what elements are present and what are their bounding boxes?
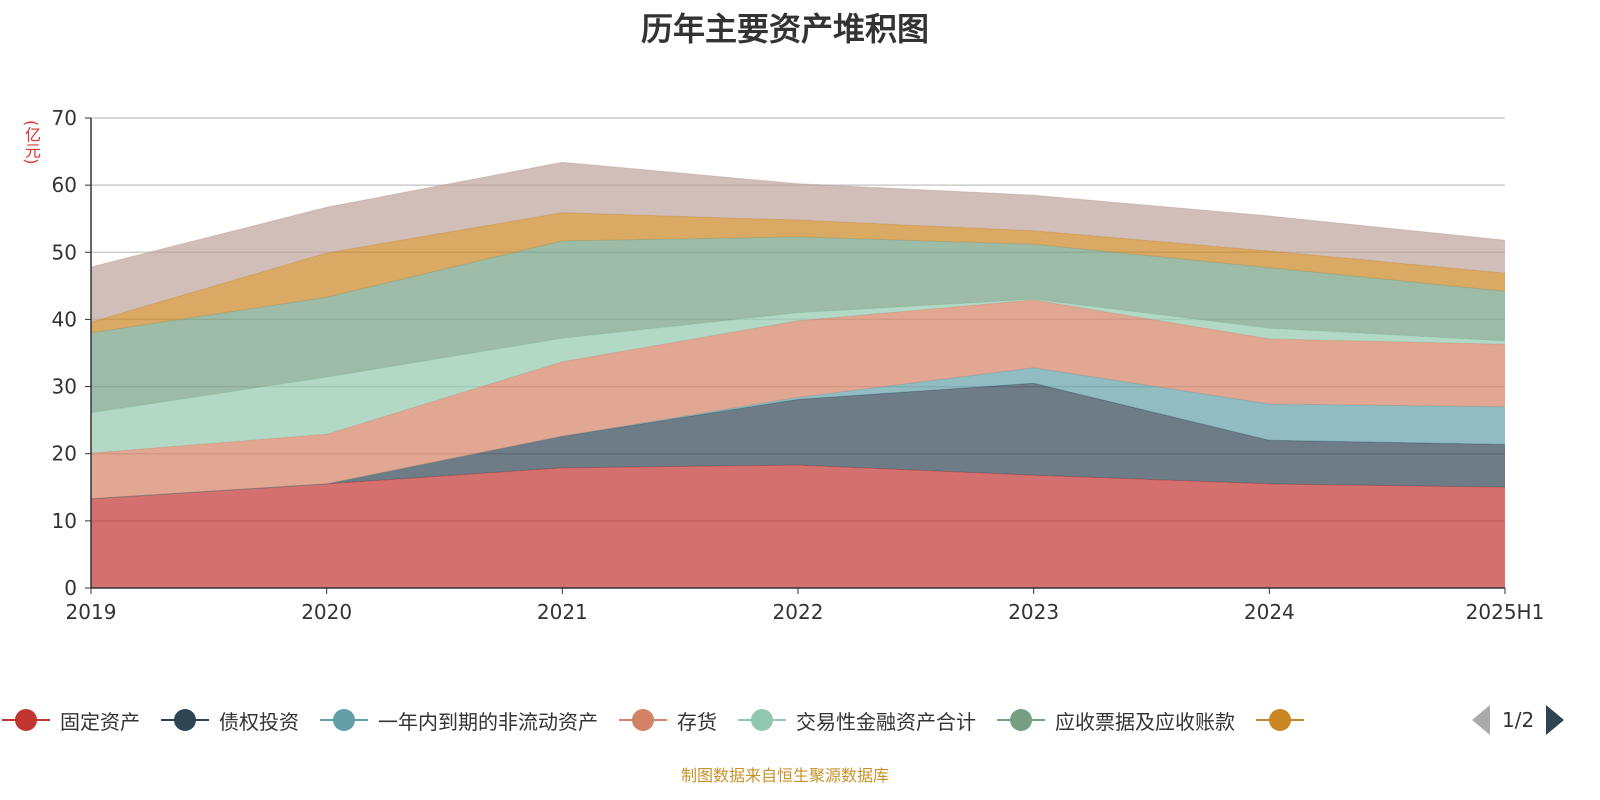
area-series-2 [91, 367, 1505, 499]
x-tick-label: 2019 [66, 600, 117, 624]
legend: 固定资产 债权投资 一年内到期的非流动资产 存货 交易性金融资产合计 应收票据及应收账款 [2, 705, 1335, 735]
legend-page-indicator: 1/2 [1502, 708, 1535, 732]
legend-label: 交易性金融资产合计 [796, 709, 976, 734]
legend-next-arrow-icon[interactable] [1546, 705, 1565, 735]
legend-item[interactable]: 固定资产 [2, 706, 140, 735]
legend-marker-icon [2, 708, 50, 732]
legend-item[interactable] [1256, 708, 1314, 732]
area-series-0 [91, 465, 1505, 588]
x-tick-label: 2023 [1008, 600, 1059, 624]
legend-marker-icon [320, 708, 368, 732]
legend-marker-icon [161, 708, 209, 732]
area-series-5 [91, 236, 1505, 413]
y-tick-label: 0 [64, 576, 77, 600]
area-line-7 [90, 161, 1506, 268]
y-tick-label: 50 [52, 240, 77, 264]
legend-label: 债权投资 [219, 709, 299, 734]
x-tick-label: 2024 [1244, 600, 1295, 624]
data-source-note: 制图数据来自恒生聚源数据库 [680, 766, 889, 785]
y-tick-label: 60 [52, 173, 77, 197]
legend-marker-icon [1256, 708, 1304, 732]
legend-label: 应收票据及应收账款 [1055, 709, 1235, 734]
area-series-3 [91, 299, 1505, 499]
y-tick-label: 30 [52, 375, 77, 399]
area-series-6 [91, 212, 1505, 333]
chart-title: 历年主要资产堆积图 [640, 10, 929, 48]
legend-marker-icon [997, 708, 1045, 732]
x-tick-label: 2025H1 [1466, 600, 1545, 624]
legend-prev-arrow-icon[interactable] [1472, 705, 1490, 735]
stacked-area-chart: 0 10 20 30 40 50 60 70 2019 2020 2021 2022 2023 2024 2… [52, 106, 1545, 624]
legend-label: 一年内到期的非流动资产 [378, 709, 598, 734]
legend-marker-icon [619, 708, 667, 732]
y-axis-unit: (亿元) [22, 120, 41, 165]
legend-item[interactable]: 一年内到期的非流动资产 [320, 706, 598, 735]
x-tick-label: 2022 [773, 600, 824, 624]
area-series-4 [91, 299, 1505, 454]
y-tick-label: 20 [52, 442, 77, 466]
legend-item[interactable]: 应收票据及应收账款 [997, 706, 1235, 735]
x-tick-label: 2021 [537, 600, 588, 624]
legend-item[interactable]: 存货 [619, 706, 717, 735]
legend-item[interactable]: 交易性金融资产合计 [738, 706, 976, 735]
area-series-7 [91, 162, 1505, 323]
legend-marker-icon [738, 708, 786, 732]
y-tick-label: 10 [52, 509, 77, 533]
y-tick-label: 40 [52, 307, 77, 331]
y-tick-label: 70 [52, 106, 77, 130]
legend-label: 固定资产 [60, 709, 140, 734]
legend-item[interactable]: 债权投资 [161, 706, 299, 735]
legend-pager: 1/2 [1472, 705, 1565, 735]
x-tick-label: 2020 [301, 600, 352, 624]
legend-label: 存货 [677, 709, 717, 734]
